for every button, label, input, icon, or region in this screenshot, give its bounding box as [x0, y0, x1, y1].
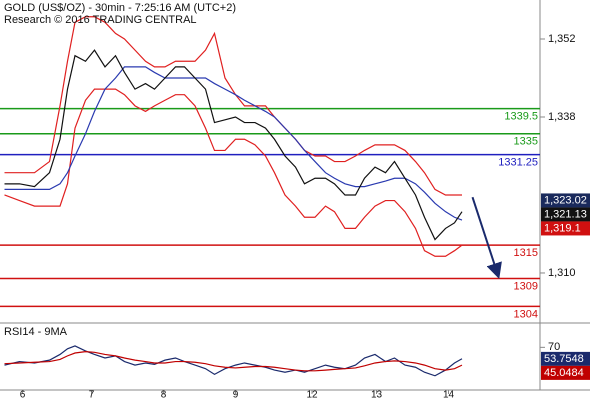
x-tick-label: 8 — [161, 390, 167, 400]
x-tick-label: 6 — [20, 390, 26, 400]
plot-area: 1,352 1,338 1,310 6 7 8 9 12 13 14 1339.5 1335 1331.… — [0, 16, 590, 401]
series-line — [4, 350, 463, 372]
rsi-title: RSI14 - 9MA — [4, 326, 68, 338]
y-tick-label: 1,338 — [548, 111, 576, 123]
series-line — [4, 66, 463, 221]
x-tick-label: 14 — [443, 390, 455, 400]
value-marker — [541, 351, 590, 366]
price-marker — [541, 207, 590, 222]
x-tick-label: 13 — [371, 390, 383, 400]
price-marker — [541, 193, 590, 208]
level-label: 1315 — [514, 247, 538, 259]
level-label: 1335 — [514, 136, 538, 148]
series-line — [4, 345, 463, 377]
x-tick-label: 9 — [233, 390, 239, 400]
chart-subtitle: Research © 2016 TRADING CENTRAL — [4, 14, 197, 26]
level-label: 1304 — [514, 308, 538, 320]
value-marker-label: 45.0484 — [544, 367, 584, 379]
level-label: 1309 — [514, 280, 538, 292]
y-tick-label: 70 — [548, 341, 560, 353]
y-tick-label: 1,310 — [548, 267, 576, 279]
series-line — [4, 88, 463, 257]
chart-title: GOLD (US$/OZ) - 30min - 7:25:16 AM (UTC+… — [4, 2, 236, 14]
y-tick-label: 1,352 — [548, 33, 576, 45]
projection-arrow — [471, 196, 502, 280]
x-tick-label: 12 — [306, 390, 318, 400]
price-marker — [541, 221, 590, 236]
level-label: 1331.25 — [498, 156, 538, 168]
series-line — [4, 16, 462, 196]
level-label: 1339.5 — [504, 111, 538, 123]
value-marker — [541, 365, 590, 380]
price-marker-label: 1,319.1 — [544, 222, 581, 234]
price-marker-label: 1,323.02 — [544, 194, 587, 206]
series-line — [4, 49, 463, 241]
value-marker-label: 53.7548 — [544, 353, 584, 365]
x-tick-label: 7 — [89, 390, 95, 400]
price-marker-label: 1,321.13 — [544, 208, 587, 220]
